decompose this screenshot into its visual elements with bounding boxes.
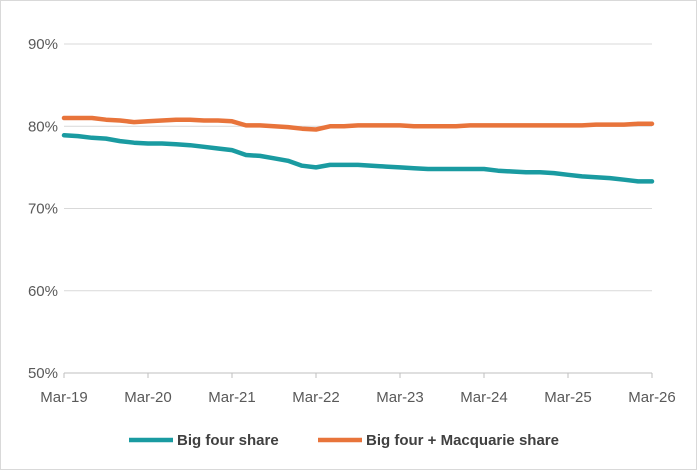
gridlines [64,43,652,292]
x-tick-label: Mar-19 [40,389,88,406]
x-tick-label: Mar-20 [124,389,172,406]
y-tick-label: 60% [28,283,58,300]
y-tick-label: 90% [28,36,58,53]
x-tick-label: Mar-22 [292,389,340,406]
x-tick-label: Mar-26 [628,389,676,406]
x-tick-label: Mar-23 [376,389,424,406]
y-tick-label: 50% [28,365,58,382]
series-line-1 [61,115,655,132]
y-tick-label: 80% [28,118,58,135]
x-tick-label: Mar-25 [544,389,592,406]
x-tick-label: Mar-21 [208,389,256,406]
x-axis-ticks: Mar-19 Mar-20 Mar-21 Mar-22 Mar-23 Mar-24 Mar-… [40,389,676,406]
series-line-0 [61,133,655,184]
series-lines [61,115,655,184]
legend: Big four share Big four + Macquarie share [129,432,559,449]
axes [63,372,653,378]
y-axis-ticks: 50% 60% 70% 80% 90% [28,36,58,382]
x-tick-label: Mar-24 [460,389,508,406]
legend-label: Big four share [177,432,279,449]
y-tick-label: 70% [28,201,58,218]
legend-label: Big four + Macquarie share [366,432,559,449]
